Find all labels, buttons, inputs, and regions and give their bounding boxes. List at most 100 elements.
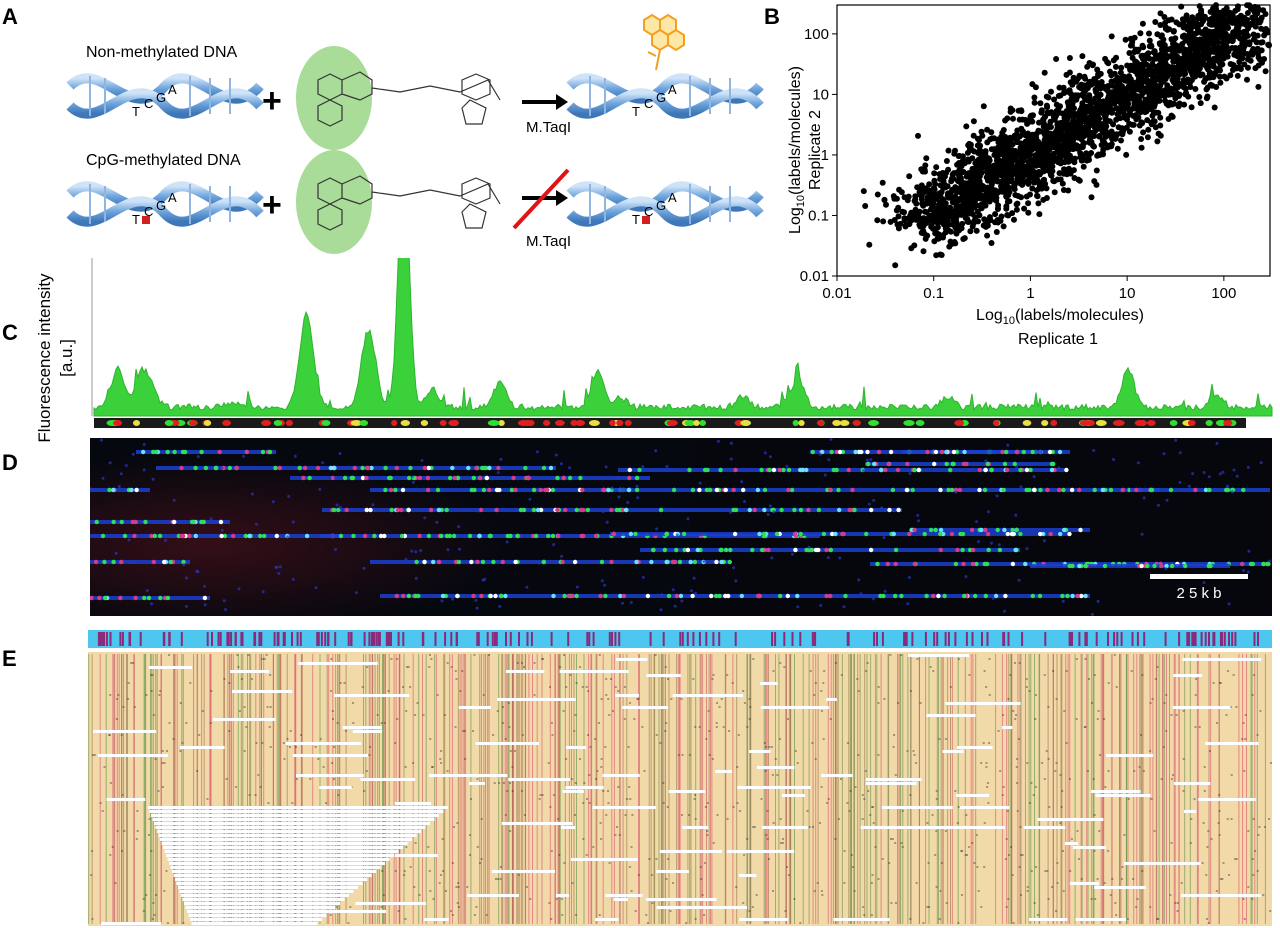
- scatter-point: [1131, 80, 1138, 87]
- base-c-2: C: [144, 204, 153, 219]
- cpg-methylated-label: CpG-methylated DNA: [86, 152, 241, 169]
- c-ylabel-line2: [a.u.]: [57, 339, 76, 377]
- y-tick-label: 0.01: [800, 268, 829, 285]
- scatter-point: [901, 194, 908, 201]
- scatter-point: [1191, 44, 1198, 51]
- scatter-point: [1073, 119, 1080, 126]
- c-ylabel-line1: Fluorescence intensity: [35, 273, 54, 443]
- scatter-point: [959, 157, 966, 164]
- scatter-point: [988, 170, 995, 177]
- scatter-point: [1035, 141, 1042, 148]
- y-tick-label: 0.1: [808, 207, 829, 224]
- scatter-point: [1018, 194, 1025, 201]
- x-axis-label-line2: Replicate 1: [1018, 331, 1098, 348]
- scatter-point: [1056, 170, 1063, 177]
- base-t-3: T: [632, 104, 640, 119]
- x-tick-label: 0.1: [923, 285, 944, 302]
- scatter-point: [1141, 88, 1148, 95]
- molecule-image: 2 5 k b: [90, 438, 1272, 616]
- enzyme-label-1: M.TaqI: [526, 119, 571, 136]
- scatter-point: [1012, 170, 1019, 177]
- base-t-4: T: [632, 212, 640, 227]
- base-a-1: A: [168, 82, 177, 97]
- scale-bar: [1150, 574, 1248, 579]
- panel-d-letter: D: [2, 450, 18, 475]
- scatter-point: [1170, 58, 1177, 65]
- x-tick-label: 1: [1026, 285, 1034, 302]
- scatter-point: [1153, 109, 1160, 116]
- blocked-slash: [512, 168, 570, 230]
- dna-helix-methylated-result: [566, 181, 764, 227]
- x-tick-label: 100: [1211, 285, 1236, 302]
- cofactor-structure-2: [317, 175, 501, 231]
- y-tick-label: 100: [804, 26, 829, 43]
- scatter-point: [1044, 149, 1051, 156]
- base-g-1: G: [156, 90, 166, 105]
- base-a-2: A: [168, 190, 177, 205]
- scatter-point: [1249, 6, 1256, 13]
- base-g-4: G: [656, 198, 666, 213]
- base-g-2: G: [156, 198, 166, 213]
- scatter-point: [1095, 104, 1102, 111]
- panel-a-schematic: T C G A T C G A T C G A T C G A + +: [66, 13, 764, 254]
- scatter-point: [880, 218, 887, 225]
- base-c-3: C: [644, 96, 653, 111]
- panel-e-letter: E: [2, 646, 17, 671]
- base-c-1: C: [144, 96, 153, 111]
- scatter-plot: 0.01 0.1 1 10 100 0.01 0.1 1 10 100 Log10(labels…: [787, 2, 1272, 348]
- panel-a-letter: A: [2, 4, 18, 29]
- y-tick-label: 1: [821, 147, 829, 164]
- methyl-mark: [142, 216, 150, 224]
- x-tick-label: 0.01: [822, 285, 851, 302]
- scatter-point: [1065, 136, 1072, 143]
- scatter-point: [1085, 151, 1092, 158]
- scatter-point: [921, 230, 928, 237]
- cofactor-structure-1: [317, 71, 501, 127]
- scatter-point: [976, 191, 983, 198]
- reaction-arrow-2: [512, 168, 570, 230]
- scatter-cloud: [860, 2, 1272, 269]
- plot-frame: [836, 4, 1271, 277]
- reaction-arrow-1: [522, 94, 568, 110]
- scatter-point: [1056, 127, 1063, 134]
- base-g-3: G: [656, 90, 666, 105]
- scatter-point: [1237, 16, 1244, 23]
- scatter-point: [1162, 75, 1169, 82]
- scatter-point: [1114, 94, 1121, 101]
- panel-b-letter: B: [764, 4, 780, 29]
- dna-helix-labeled: [566, 73, 764, 119]
- scale-bar-label: 2 5 k b: [1176, 585, 1221, 602]
- base-a-3: A: [668, 82, 677, 97]
- intensity-profile: [93, 258, 1273, 417]
- y-tick-label: 10: [812, 86, 829, 103]
- scatter-point: [1182, 62, 1189, 69]
- base-t-1: T: [132, 104, 140, 119]
- panel-c-letter: C: [2, 320, 18, 345]
- dna-helix-1: [66, 73, 264, 119]
- scatter-point: [947, 194, 954, 201]
- scatter-point: [976, 147, 983, 154]
- scatter-point: [1085, 123, 1092, 130]
- scatter-point: [1027, 157, 1034, 164]
- alignment-view: [88, 630, 1272, 926]
- plus-sign-1: +: [262, 82, 282, 120]
- scatter-point: [930, 207, 937, 214]
- base-c-4: C: [644, 204, 653, 219]
- scatter-point: [969, 183, 976, 190]
- base-t-2: T: [132, 212, 140, 227]
- y-axis-label: Log10(labels/molecules) Replicate 2: [787, 66, 824, 234]
- base-a-4: A: [668, 190, 677, 205]
- x-axis-label: Log10(labels/molecules): [976, 307, 1144, 327]
- scatter-point: [959, 201, 966, 208]
- non-methylated-label: Non-methylated DNA: [86, 44, 238, 61]
- svg-text:Replicate 2: Replicate 2: [807, 110, 824, 190]
- scatter-point: [1018, 151, 1025, 158]
- x-tick-label: 10: [1119, 285, 1136, 302]
- scatter-point: [1199, 51, 1206, 58]
- scatter-point: [1211, 33, 1218, 40]
- scatter-point: [998, 179, 1005, 186]
- scatter-point: [938, 215, 945, 222]
- c-ylabel-wrap: Fluorescence intensity [a.u.]: [26, 258, 86, 442]
- scatter-point: [1170, 91, 1177, 98]
- svg-text:Log10(labels/molecules): Log10(labels/molecules): [787, 66, 807, 234]
